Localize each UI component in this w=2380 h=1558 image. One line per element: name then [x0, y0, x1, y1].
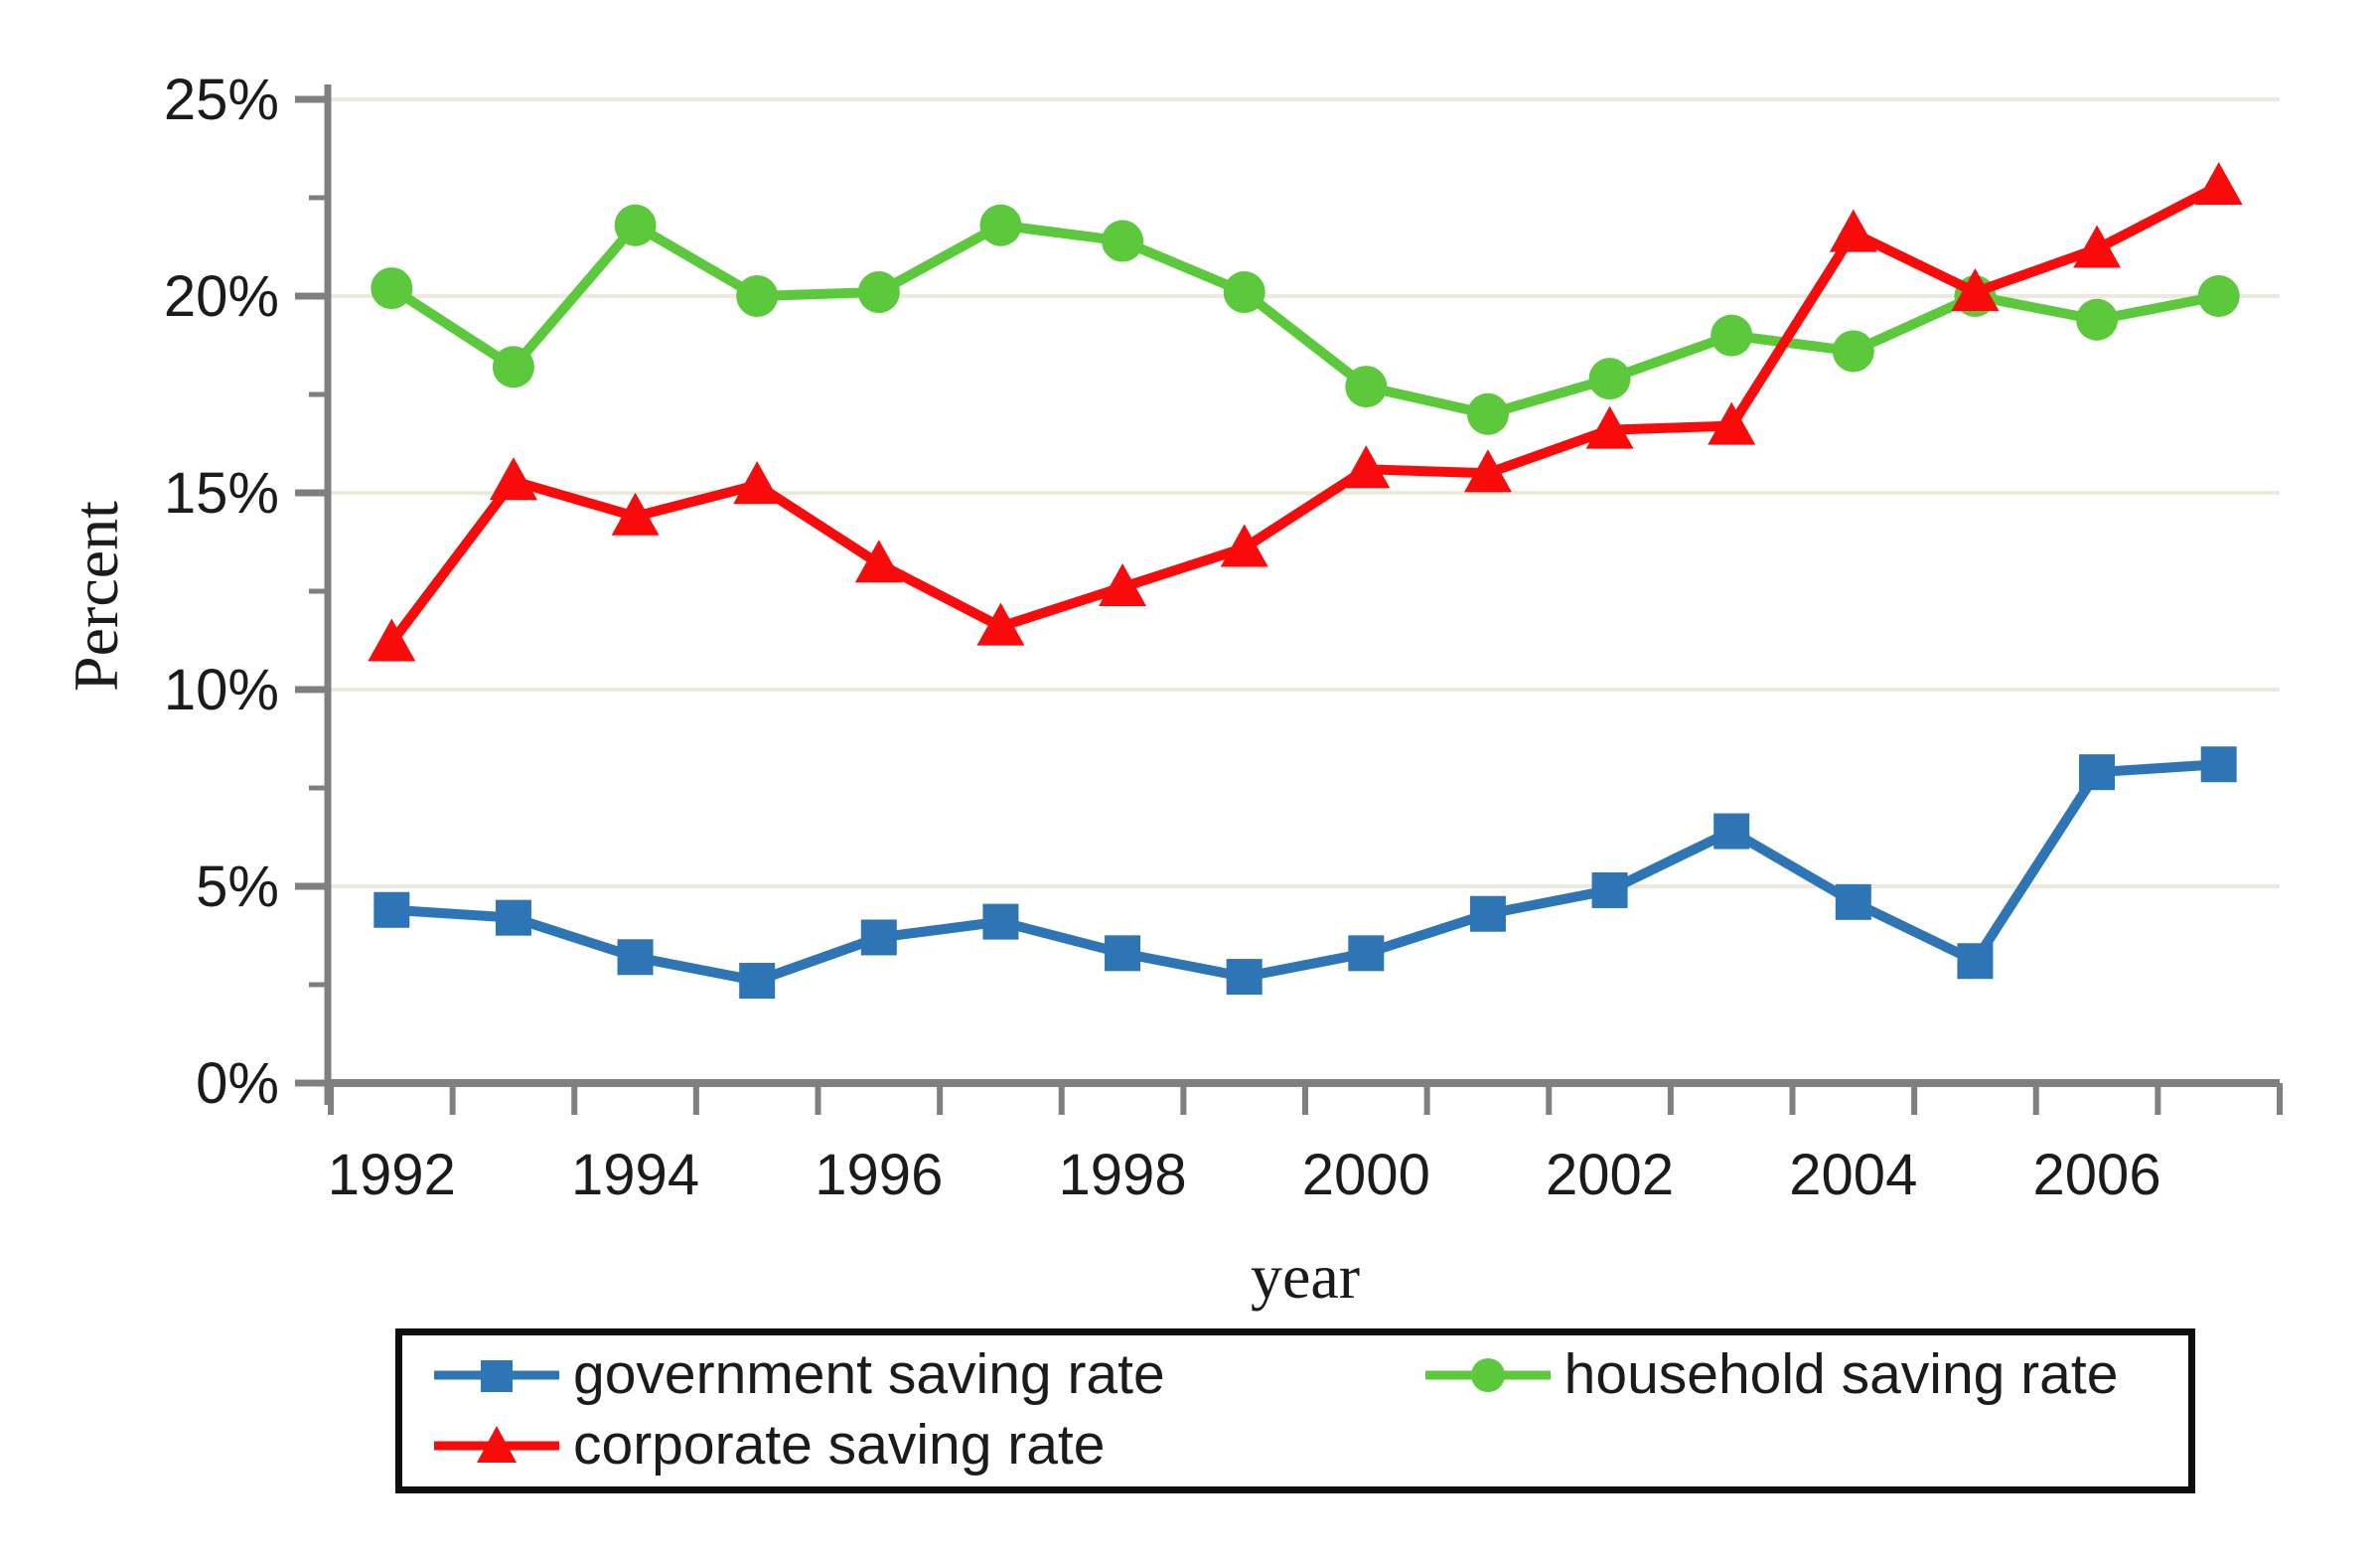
data-point-marker-circle — [1711, 314, 1753, 357]
data-point-marker-triangle — [1829, 209, 1877, 252]
legend-label: government saving rate — [573, 1342, 1165, 1406]
data-point-marker-square — [495, 899, 531, 936]
data-point-marker-square — [373, 891, 410, 928]
data-point-marker-triangle — [976, 602, 1025, 646]
legend-label: household saving rate — [1563, 1342, 2119, 1406]
data-point-marker-circle — [492, 346, 534, 389]
data-point-marker-square — [2200, 746, 2237, 783]
data-point-marker-circle — [371, 267, 413, 310]
data-point-marker-triangle — [1342, 445, 1391, 489]
data-point-marker-square — [1591, 871, 1628, 908]
data-point-marker-circle — [1345, 366, 1388, 408]
y-tick-label: 20% — [164, 264, 279, 329]
data-point-marker-triangle — [733, 461, 782, 505]
series-corporate-saving-rate — [368, 162, 2243, 662]
legend-item: corporate saving rate — [402, 1417, 1105, 1474]
legend-row: government saving rate household saving r… — [402, 1346, 2188, 1403]
series-line-government-saving-rate — [390, 759, 2220, 987]
data-point-marker-circle — [2197, 275, 2240, 317]
x-tick-label: 2000 — [1302, 1143, 1430, 1207]
data-point-marker-triangle — [2194, 162, 2243, 206]
data-point-marker-square — [860, 919, 897, 956]
data-point-marker-square — [1713, 813, 1750, 850]
data-point-marker-circle — [857, 271, 900, 314]
data-point-marker-circle — [614, 204, 657, 246]
data-point-marker-square — [1469, 895, 1506, 932]
data-point-marker-circle — [1223, 271, 1265, 314]
legend-item: household saving rate — [1394, 1342, 2119, 1406]
series-line-corporate-saving-rate — [387, 181, 2221, 646]
data-point-marker-square — [1348, 935, 1385, 972]
x-tick-label: 1998 — [1059, 1143, 1187, 1207]
legend-marker-circle-icon — [1424, 1357, 1551, 1392]
data-point-marker-square — [982, 903, 1019, 940]
x-axis-title: year — [1250, 1241, 1361, 1312]
data-point-marker-triangle — [611, 492, 660, 536]
data-point-marker-triangle — [1708, 401, 1756, 445]
data-point-marker-triangle — [1220, 524, 1268, 567]
y-tick-label: 5% — [196, 855, 279, 919]
data-point-marker-square — [1226, 959, 1263, 996]
data-point-marker-triangle — [489, 457, 537, 501]
y-axis-title: Percent — [61, 501, 131, 692]
data-point-marker-circle — [1466, 392, 1509, 435]
y-tick-label: 10% — [164, 658, 279, 722]
data-point-marker-circle — [736, 275, 779, 317]
legend-marker-square-icon — [434, 1359, 559, 1392]
y-tick-label: 15% — [164, 461, 279, 526]
data-point-marker-square — [1835, 883, 1871, 920]
legend: government saving rate household saving r… — [395, 1328, 2195, 1493]
data-point-marker-triangle — [1585, 405, 1634, 449]
x-tick-label: 2006 — [2033, 1143, 2161, 1207]
legend-marker-triangle-icon — [434, 1425, 559, 1463]
data-point-marker-triangle — [1951, 268, 2000, 312]
legend-row: corporate saving rate — [402, 1417, 2188, 1474]
data-point-marker-circle — [979, 204, 1022, 246]
x-tick-label: 2002 — [1546, 1143, 1674, 1207]
y-tick-label: 0% — [196, 1051, 279, 1116]
y-tick-label: 25% — [164, 68, 279, 132]
series-line-household-saving-rate — [388, 220, 2220, 419]
x-tick-label: 2004 — [1789, 1143, 1917, 1207]
data-point-marker-triangle — [1463, 449, 1512, 493]
data-point-marker-triangle — [2073, 225, 2122, 268]
legend-label: corporate saving rate — [573, 1413, 1106, 1477]
data-point-marker-square — [1105, 935, 1141, 972]
data-point-marker-triangle — [854, 540, 903, 583]
data-point-marker-square — [739, 963, 776, 1000]
data-point-marker-circle — [2076, 298, 2119, 341]
series-government-saving-rate — [373, 746, 2237, 1000]
series-household-saving-rate — [371, 204, 2240, 435]
legend-item: government saving rate — [402, 1346, 1165, 1403]
data-point-marker-circle — [1588, 358, 1631, 400]
data-point-marker-triangle — [1099, 563, 1147, 607]
data-point-marker-square — [617, 939, 654, 976]
x-tick-label: 1994 — [571, 1143, 699, 1207]
data-point-marker-triangle — [368, 618, 416, 662]
x-tick-label: 1992 — [328, 1143, 456, 1207]
x-tick-label: 1996 — [815, 1143, 943, 1207]
data-point-marker-square — [2079, 754, 2116, 791]
data-point-marker-circle — [1832, 330, 1874, 373]
data-point-marker-circle — [1102, 220, 1144, 262]
data-point-marker-square — [1957, 943, 1994, 980]
